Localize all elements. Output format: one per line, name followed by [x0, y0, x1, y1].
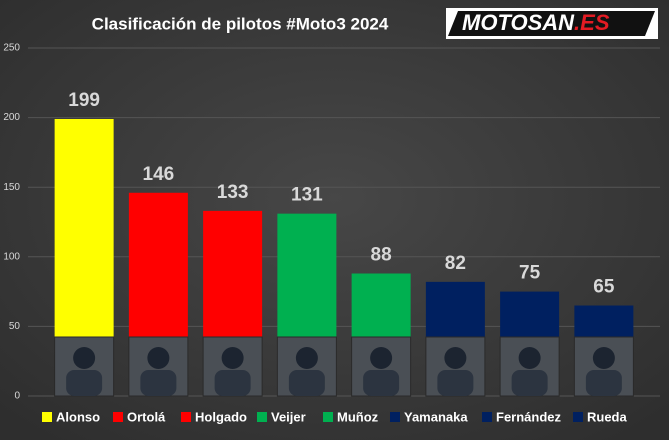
legend-label: Yamanaka — [404, 409, 468, 424]
rider-photo-body — [288, 370, 325, 396]
legend-label: Ortolá — [127, 409, 166, 424]
rider-photo-head — [147, 347, 170, 369]
legend-swatch — [573, 412, 583, 422]
rider-photo-body — [140, 370, 177, 396]
rider-photo-body — [214, 370, 251, 396]
y-tick-label: 150 — [3, 182, 20, 193]
legend-label: Rueda — [587, 409, 628, 424]
data-label: 82 — [445, 253, 466, 274]
legend-swatch — [113, 412, 123, 422]
logo-band — [448, 11, 655, 36]
data-label: 65 — [593, 277, 615, 298]
legend-swatch — [482, 412, 492, 422]
data-label: 133 — [217, 182, 249, 203]
legend-label: Alonso — [56, 409, 100, 424]
legend-label: Holgado — [195, 409, 247, 424]
legend-label: Fernández — [496, 409, 562, 424]
data-label: 131 — [291, 185, 323, 206]
legend-swatch — [390, 412, 400, 422]
y-tick-label: 100 — [3, 251, 20, 262]
y-tick-label: 0 — [14, 391, 20, 402]
logo: MOTOSAN.ES — [462, 10, 610, 35]
y-tick-label: 200 — [3, 112, 20, 123]
rider-photo-body — [66, 370, 103, 396]
rider-photo-head — [370, 347, 393, 369]
data-label: 88 — [371, 245, 392, 266]
rider-photo-head — [518, 347, 541, 369]
legend-label: Muñoz — [337, 409, 379, 424]
rider-photo-body — [511, 370, 548, 396]
rider-photo-head — [221, 347, 244, 369]
rider-photo-head — [592, 347, 615, 369]
chart-title: Clasificación de pilotos #Moto3 2024 — [92, 14, 389, 33]
y-tick-label: 250 — [3, 43, 20, 54]
rider-photo-head — [444, 347, 467, 369]
rider-photo-head — [73, 347, 96, 369]
rider-photo-body — [363, 370, 400, 396]
data-label: 199 — [68, 90, 100, 111]
y-tick-label: 50 — [9, 321, 21, 332]
rider-photo-head — [295, 347, 318, 369]
legend-swatch — [181, 412, 191, 422]
rider-photo-body — [437, 370, 474, 396]
legend-swatch — [42, 412, 52, 422]
data-label: 146 — [143, 164, 175, 185]
data-label: 75 — [519, 263, 541, 284]
legend-label: Veijer — [271, 409, 306, 424]
legend-swatch — [323, 412, 333, 422]
legend-swatch — [257, 412, 267, 422]
rider-photo-body — [585, 370, 622, 396]
